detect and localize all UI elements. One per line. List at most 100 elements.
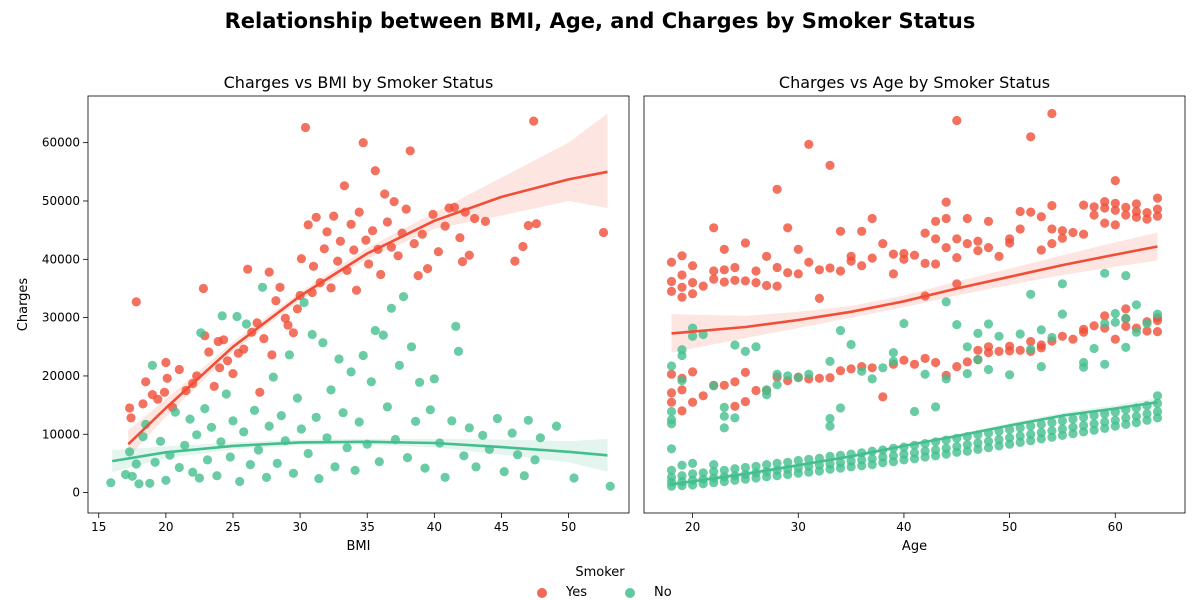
chart1-point-no xyxy=(1152,309,1163,319)
chart0-ytick-label: 60000 xyxy=(42,136,80,150)
chart1-point-yes xyxy=(730,401,740,411)
chart0-point-no xyxy=(366,377,376,387)
chart1-point-no xyxy=(888,348,899,358)
chart1-point-yes xyxy=(666,388,677,398)
chart1-point-no xyxy=(1121,413,1131,423)
chart0-point-yes xyxy=(480,216,490,226)
chart1-point-no xyxy=(1142,415,1152,425)
chart0-xtick-label: 50 xyxy=(561,520,576,534)
chart1-point-no xyxy=(666,361,677,371)
chart1-point-no xyxy=(888,451,899,461)
chart1-point-no xyxy=(983,364,994,375)
chart0-point-yes xyxy=(368,226,378,236)
chart0-point-yes xyxy=(389,197,399,207)
chart0-point-no xyxy=(386,303,396,313)
chart1-point-yes xyxy=(867,363,877,373)
chart0-point-no xyxy=(216,437,226,447)
chart1-point-yes xyxy=(1152,204,1163,214)
chart1-point-no xyxy=(762,460,772,470)
chart1-point-no xyxy=(709,467,719,477)
chart0-point-no xyxy=(125,447,135,457)
chart1-point-yes xyxy=(825,373,835,383)
chart1-point-no xyxy=(962,342,972,352)
chart1-point-no xyxy=(878,363,888,373)
chart1-point-no xyxy=(1142,409,1152,419)
chart1-point-no xyxy=(1089,425,1099,435)
chart1-point-yes xyxy=(1068,334,1078,344)
chart0-point-yes xyxy=(174,364,184,375)
chart1-point-no xyxy=(846,456,856,466)
chart1-point-yes xyxy=(1110,176,1120,186)
chart1-point-no xyxy=(878,452,888,462)
chart0-xtick-label: 45 xyxy=(494,520,509,534)
chart1-point-no xyxy=(1131,327,1141,337)
chart0-point-yes xyxy=(364,259,374,269)
chart1-point-no xyxy=(688,458,698,468)
chart1-point-no xyxy=(698,329,708,340)
chart0-point-no xyxy=(326,385,336,395)
chart1-point-yes xyxy=(677,385,687,395)
chart0-point-yes xyxy=(464,250,474,260)
chart1-point-yes xyxy=(804,257,814,267)
chart0-point-no xyxy=(453,346,464,356)
chart1-point-yes xyxy=(677,251,687,261)
chart0-point-no xyxy=(170,407,180,417)
chart1-point-no xyxy=(1089,411,1099,421)
chart0-point-yes xyxy=(329,211,339,221)
chart1-point-yes xyxy=(1005,238,1015,248)
chart1-point-no xyxy=(1047,426,1057,436)
chart0-point-no xyxy=(200,404,210,414)
chart1-point-no xyxy=(698,468,708,478)
chart0-point-no xyxy=(378,330,388,340)
chart1-point-no xyxy=(762,390,772,400)
chart0-point-yes xyxy=(308,261,319,271)
chart0-point-yes xyxy=(518,241,528,252)
chart1-point-yes xyxy=(698,281,708,291)
chart1-point-yes xyxy=(1142,214,1152,224)
chart1-point-no xyxy=(1068,422,1078,432)
chart1-point-no xyxy=(857,455,867,465)
chart1-point-no xyxy=(983,443,994,453)
chart1-point-yes xyxy=(1100,203,1110,213)
chart0-point-no xyxy=(318,338,328,348)
chart0-point-no xyxy=(605,481,615,491)
chart0-point-no xyxy=(134,479,144,489)
chart1-point-no xyxy=(941,374,951,384)
chart1-point-yes xyxy=(920,353,930,363)
chart1-point-no xyxy=(825,413,835,424)
chart0-point-no xyxy=(147,360,157,370)
chart1-point-no xyxy=(1089,419,1099,429)
chart1-point-no xyxy=(793,455,803,466)
chart0-point-no xyxy=(415,377,425,387)
chart0-point-no xyxy=(257,282,268,292)
chart1-point-yes xyxy=(952,253,962,263)
chart0-point-no xyxy=(228,416,238,426)
chart1-point-yes xyxy=(783,223,793,233)
chart1-point-no xyxy=(783,371,793,381)
chart0-point-no xyxy=(292,393,302,403)
chart1-point-no xyxy=(899,318,909,329)
chart1-point-no xyxy=(973,328,983,338)
chart1-point-no xyxy=(1036,419,1046,429)
chart0-point-no xyxy=(507,428,517,438)
chart0-point-no xyxy=(241,319,251,329)
chart1-point-yes xyxy=(688,261,698,271)
chart0-point-yes xyxy=(413,271,423,281)
chart0-point-yes xyxy=(349,245,359,255)
chart1-point-no xyxy=(825,459,835,469)
chart1-point-yes xyxy=(931,357,941,368)
chart0-point-no xyxy=(225,452,235,462)
chart0-point-no xyxy=(194,473,204,483)
chart0-point-yes xyxy=(510,256,520,266)
chart1-point-yes xyxy=(835,366,846,376)
chart1-point-no xyxy=(973,438,983,448)
chart0-point-yes xyxy=(131,297,141,307)
chart1-point-yes xyxy=(962,239,972,249)
chart1-point-yes xyxy=(666,286,677,296)
chart1-point-no xyxy=(825,421,835,431)
chart1-point-yes xyxy=(1089,210,1099,220)
chart1-point-no xyxy=(1152,406,1163,417)
chart0-point-yes xyxy=(215,363,225,373)
chart1-point-no xyxy=(1057,416,1067,426)
